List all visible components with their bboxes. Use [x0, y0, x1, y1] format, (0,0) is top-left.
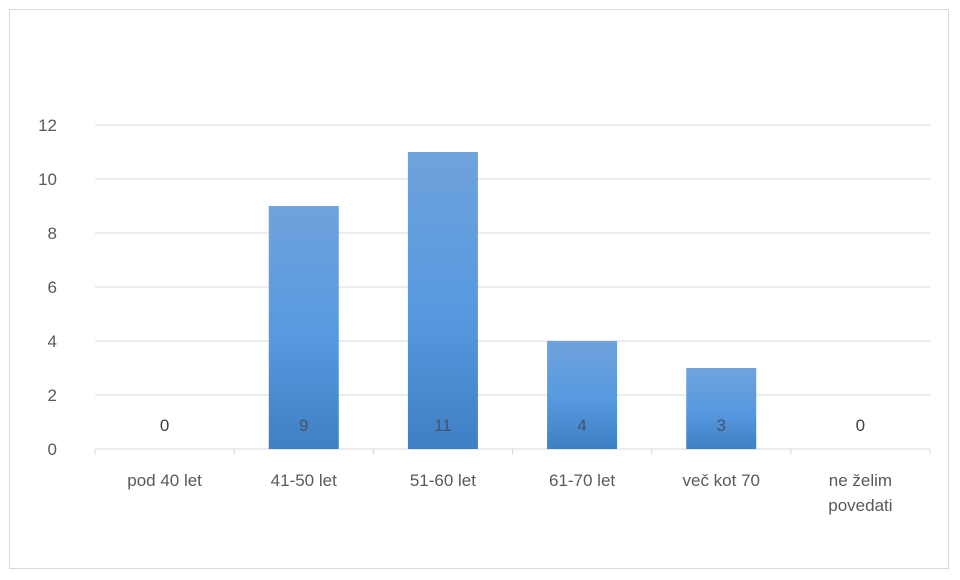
y-axis-ticks: 0 2 4 6 8 10 12: [38, 116, 57, 459]
x-category-label: pod 40 let: [127, 471, 202, 490]
y-tick-label: 12: [38, 116, 57, 135]
x-category-label: 61-70 let: [549, 471, 615, 490]
x-category-label: 51-60 let: [410, 471, 476, 490]
x-category-label: 41-50 let: [271, 471, 337, 490]
bar: [547, 341, 618, 449]
data-label: 0: [856, 416, 865, 435]
gridlines: [94, 124, 931, 455]
y-tick-label: 10: [38, 170, 57, 189]
data-label: 9: [299, 416, 308, 435]
bar: [268, 206, 339, 449]
chart-frame: [9, 9, 949, 569]
bar: [407, 152, 478, 449]
bar: [686, 368, 757, 449]
y-tick-label: 4: [48, 332, 57, 351]
y-tick-label: 0: [48, 440, 57, 459]
data-label: 4: [577, 416, 586, 435]
data-label: 0: [160, 416, 169, 435]
y-tick-label: 6: [48, 278, 57, 297]
x-category-label: več kot 70: [683, 471, 761, 490]
y-tick-label: 2: [48, 386, 57, 405]
data-labels: 0 9 11 4 3 0: [160, 416, 865, 435]
x-axis-categories: pod 40 let 41-50 let 51-60 let 61-70 let več…: [127, 471, 892, 515]
bars: [268, 152, 757, 449]
x-category-label: ne želim povedati: [828, 471, 892, 515]
y-tick-label: 8: [48, 224, 57, 243]
data-label: 3: [717, 416, 726, 435]
data-label: 11: [434, 416, 452, 435]
